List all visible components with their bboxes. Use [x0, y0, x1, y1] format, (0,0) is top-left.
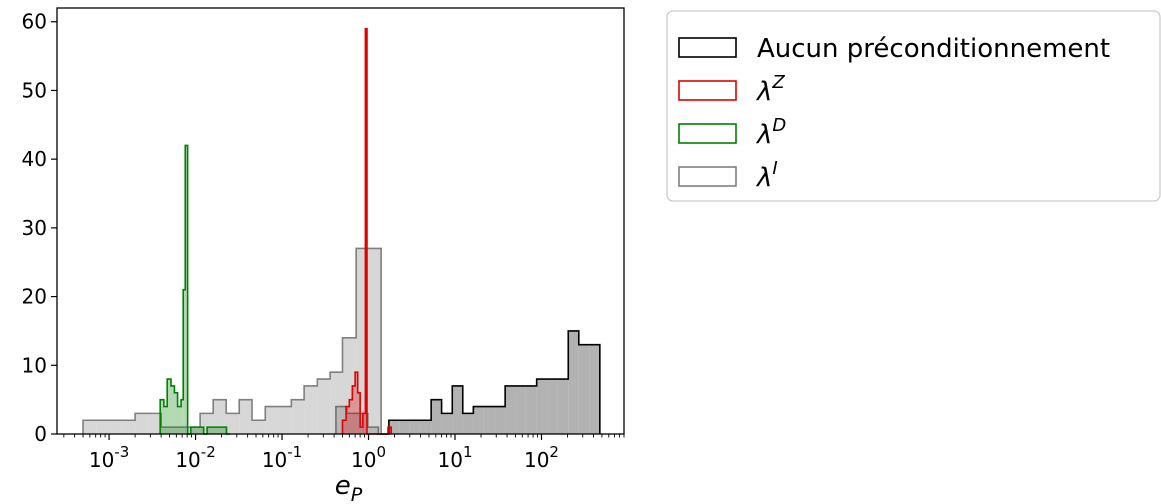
bar [473, 406, 484, 434]
bar [278, 406, 292, 434]
x-tick-label: 10-1 [262, 443, 302, 472]
bar [547, 379, 558, 434]
legend: Aucun préconditionnement λZ λD λI [666, 10, 1161, 202]
bar [420, 420, 432, 434]
bar [557, 379, 569, 434]
bar [265, 406, 279, 434]
bar [160, 399, 164, 434]
legend-swatch [678, 123, 737, 144]
bar [135, 413, 148, 434]
bar [96, 420, 110, 434]
bar [346, 406, 350, 434]
plot-frame [56, 7, 625, 435]
bar [187, 427, 201, 434]
bar [483, 406, 495, 434]
legend-label: λI [755, 158, 778, 193]
bar [252, 420, 266, 434]
bar [174, 392, 178, 434]
x-tick-label: 100 [351, 443, 386, 472]
bar [147, 413, 162, 434]
bar [388, 420, 400, 434]
histogram-bars [82, 27, 601, 435]
bar [181, 399, 184, 434]
bar [441, 413, 453, 434]
bar [226, 413, 240, 434]
series-2 [159, 144, 230, 435]
y-tick-label: 60 [22, 10, 47, 34]
bar [177, 406, 182, 434]
bar [568, 330, 579, 434]
bar [357, 392, 361, 434]
legend-swatch [678, 166, 737, 187]
bar [515, 385, 526, 434]
bar [589, 344, 600, 434]
y-tick-label: 20 [22, 285, 47, 309]
bar [183, 289, 186, 434]
bar [368, 248, 382, 434]
series-0 [335, 330, 601, 435]
legend-frame [666, 10, 1161, 202]
bar [409, 420, 421, 434]
bar [163, 406, 168, 434]
x-tick-label: 10-3 [89, 443, 129, 472]
bar [494, 406, 506, 434]
legend-swatch [678, 80, 737, 101]
x-tick-label: 101 [437, 443, 472, 472]
y-tick-label: 10 [22, 353, 47, 377]
x-tick-label: 10-2 [175, 443, 215, 472]
bar [355, 372, 358, 434]
bar [431, 399, 442, 434]
bar [387, 427, 392, 434]
x-axis-label: eP [335, 471, 363, 504]
bar [291, 399, 305, 434]
bar [578, 344, 590, 434]
bar [170, 385, 175, 434]
bar [362, 413, 366, 434]
bar [190, 427, 204, 434]
bar [505, 385, 516, 434]
bar [352, 385, 356, 434]
bar [462, 413, 474, 434]
series-outline [82, 247, 382, 434]
bar [317, 379, 331, 434]
bar [349, 399, 353, 434]
bar [83, 420, 97, 434]
bar [213, 399, 227, 434]
y-axis: 0 10 20 30 40 50 60 [22, 10, 57, 446]
bar [109, 420, 122, 434]
series-1 [82, 247, 382, 434]
bar [330, 372, 343, 434]
bar [536, 379, 548, 434]
bar [167, 379, 171, 434]
legend-label: λZ [755, 72, 785, 107]
bar [207, 427, 227, 434]
bar [342, 420, 347, 434]
y-tick-label: 30 [22, 216, 47, 240]
bar [239, 399, 253, 434]
x-axis: 10-3 10-2 10-1 100 101 102 [63, 434, 625, 472]
bar [452, 385, 463, 434]
bar [185, 145, 188, 434]
y-tick-label: 40 [22, 147, 47, 171]
bar [360, 427, 363, 434]
bar [174, 427, 188, 434]
bar [121, 420, 136, 434]
y-tick-label: 0 [34, 422, 47, 446]
bar [525, 385, 537, 434]
bar [399, 420, 410, 434]
x-label-text: eP [335, 471, 363, 504]
y-tick-label: 50 [22, 78, 47, 102]
legend-label: Aucun préconditionnement [757, 34, 1110, 64]
legend-label: λD [755, 115, 786, 150]
bar [304, 385, 318, 434]
legend-swatch [678, 37, 737, 58]
bar [161, 427, 175, 434]
x-tick-label: 102 [524, 443, 559, 472]
